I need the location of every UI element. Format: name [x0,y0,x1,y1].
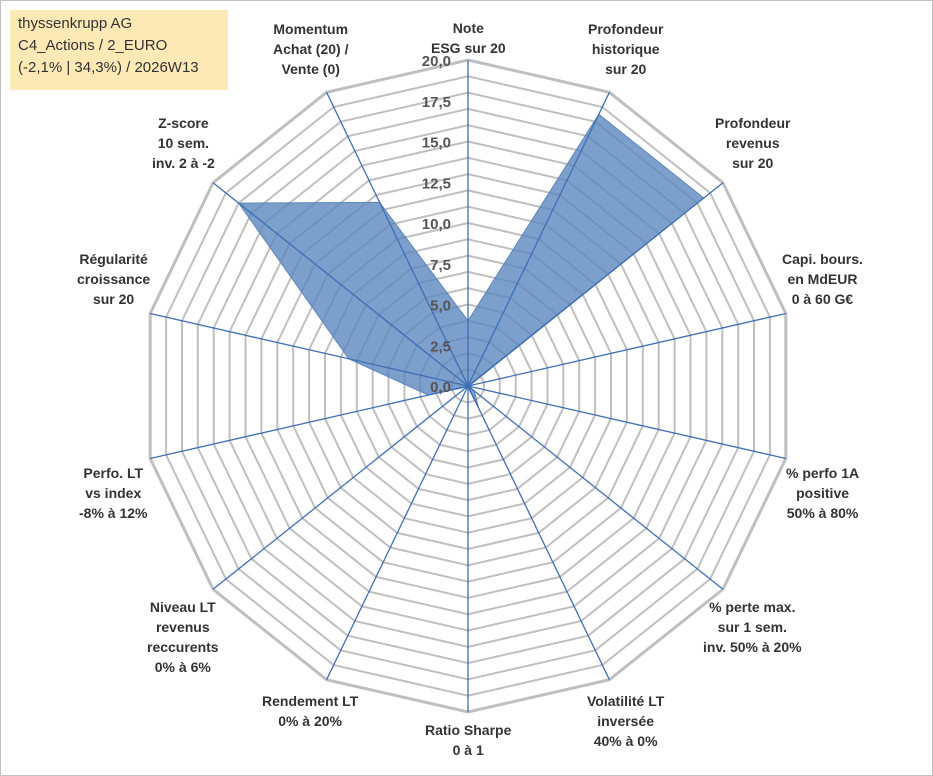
radial-tick-label: 20,0 [422,53,451,70]
axis-label-line: % perfo 1A [786,465,860,481]
stock-name: thyssenkrupp AG [18,15,133,32]
axis-label: Volatilité LT inversée 40% à 0% [587,691,664,751]
axis-label-line: 10 sem. [157,135,210,151]
radial-tick-label: 15,0 [422,135,451,152]
axis-label: Profondeur historique sur 20 [588,19,663,79]
axis-label: Niveau LT revenus reccurents 0% à 6% [147,597,219,677]
axis-label-line: inversée [597,713,655,729]
axis-spoke [150,312,469,387]
axis-label-line: Note [452,20,484,36]
axis-spoke [467,385,610,680]
axis-label: Capi. bours. en MdEUR 0 à 60 G€ [782,249,863,309]
axis-spoke [467,385,786,460]
axis-label-line: reccurents [147,639,219,655]
axis-label-line: 0% à 20% [278,713,343,729]
axis-label-line: revenus [155,619,210,635]
stock-performance-week: (-2,1% | 34,3%) / 2026W13 [18,59,199,76]
axis-label-line: sur 20 [732,155,774,171]
radial-tick-label: 12,5 [422,175,451,192]
axis-spoke [467,182,724,387]
radial-tick-label: 5,0 [430,298,451,315]
stock-category: C4_Actions / 2_EURO [18,37,168,54]
radial-tick-label: 2,5 [430,338,451,355]
axis-label-line: 50% à 80% [786,505,859,521]
axis-label: % perte max. sur 1 sem. inv. 50% à 20% [703,597,802,657]
axis-label-line: sur 20 [605,61,647,77]
axis-label-line: sur 20 [92,291,135,307]
axis-spoke [212,385,469,590]
axis-label-line: 0 à 60 G€ [791,291,854,307]
axis-label-line: -8% à 12% [79,505,148,521]
axis-label-line: Perfo. LT [83,465,144,481]
axis-label-line: Ratio Sharpe [425,722,512,738]
axis-label-line: Rendement LT [262,693,359,709]
axis-label-line: positive [796,485,850,501]
axis-label-line: ESG sur 20 [431,40,506,56]
axis-label-line: vs index [85,485,142,501]
axis-label-line: Achat (20) / [273,41,349,57]
axis-label-line: en MdEUR [787,271,858,287]
axis-label-line: Capi. bours. [782,251,863,267]
axis-spoke [150,385,469,460]
axis-label-line: 0% à 6% [154,659,211,675]
axis-label-line: 0 à 1 [452,742,484,758]
axis-spoke [326,92,469,387]
axis-label: Ratio Sharpe 0 à 1 [425,720,511,760]
axis-label: Régularité croissance sur 20 [77,249,150,309]
axis-label: Rendement LT 0% à 20% [262,691,358,731]
axis-label-line: inv. 50% à 20% [703,639,802,655]
axis-label-line: Volatilité LT [587,693,665,709]
axis-label-line: revenus [725,135,780,151]
axis-label-line: % perte max. [709,599,796,615]
axis-label: Momentum Achat (20) / Vente (0) [273,19,348,79]
axis-spoke [212,182,469,387]
axis-label-line: Profondeur [588,21,664,37]
axis-label-line: Momentum [273,21,349,37]
axis-label-line: Profondeur [715,115,791,131]
axis-spoke [467,312,786,387]
radial-tick-label: 7,5 [430,257,451,274]
axis-spoke [467,385,724,590]
axis-label: Perfo. LT vs index -8% à 12% [79,463,147,523]
radial-tick-label: 10,0 [422,216,451,233]
axis-label-line: Vente (0) [281,61,340,77]
radial-tick-label: 0,0 [430,379,451,396]
axis-spoke [326,385,469,680]
axis-label-line: inv. 2 à -2 [152,155,215,171]
axis-label-line: croissance [77,271,151,287]
axis-label: % perfo 1A positive 50% à 80% [786,463,859,523]
radial-tick-label: 17,5 [422,94,451,111]
axis-label: Z-score 10 sem. inv. 2 à -2 [152,113,215,173]
axis-label-line: Niveau LT [149,599,216,615]
stock-info-box: thyssenkrupp AG C4_Actions / 2_EURO (-2,… [10,10,228,90]
axis-label-line: Z-score [158,115,209,131]
axis-label: Note ESG sur 20 [431,18,506,58]
axis-label-line: historique [591,41,660,57]
axis-spoke [467,92,610,387]
axis-label-line: 40% à 0% [593,733,658,749]
axis-label: Profondeur revenus sur 20 [715,113,790,173]
axis-label-line: Régularité [79,251,148,267]
axis-label-line: sur 1 sem. [717,619,787,635]
